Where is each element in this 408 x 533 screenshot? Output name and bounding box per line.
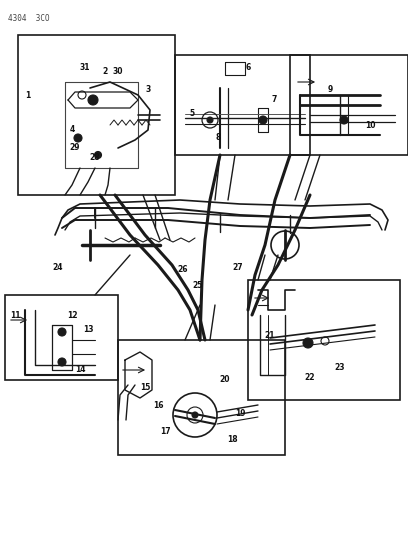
Text: 16: 16 [153,401,163,410]
Text: 19: 19 [235,408,245,417]
Text: 31: 31 [80,62,90,71]
Text: 23: 23 [335,364,345,373]
Text: 21: 21 [265,330,275,340]
Bar [175,55,310,155]
Text: 8: 8 [215,133,221,142]
Text: 11: 11 [10,311,20,319]
Text: 4304  3CO: 4304 3CO [8,14,50,23]
Bar [18,35,175,195]
Circle shape [95,151,102,158]
Circle shape [259,116,267,124]
Text: 4: 4 [69,125,75,134]
Text: 30: 30 [113,68,123,77]
Bar [5,295,118,380]
Text: 29: 29 [70,143,80,152]
Text: 2: 2 [102,68,108,77]
Text: 28: 28 [90,154,100,163]
Bar [118,340,285,455]
Text: 20: 20 [220,376,230,384]
Text: 18: 18 [227,435,237,445]
Text: 27: 27 [233,263,243,272]
Text: 14: 14 [75,366,85,375]
Circle shape [74,134,82,142]
Text: 10: 10 [365,120,375,130]
Bar [248,280,400,400]
Circle shape [58,328,66,336]
Text: 12: 12 [67,311,77,319]
Text: 3: 3 [145,85,151,94]
Text: 17: 17 [160,427,170,437]
Text: 5: 5 [189,109,195,117]
Text: 15: 15 [140,384,150,392]
Circle shape [58,358,66,366]
Text: 7: 7 [271,95,277,104]
Circle shape [192,412,198,418]
Text: 9: 9 [327,85,333,94]
Circle shape [303,338,313,348]
Text: 25: 25 [193,280,203,289]
Text: 24: 24 [53,263,63,272]
Circle shape [88,95,98,105]
Text: 6: 6 [245,63,251,72]
Text: 1: 1 [25,91,31,100]
Text: 22: 22 [305,374,315,383]
Circle shape [207,117,213,123]
Circle shape [340,116,348,124]
Bar [290,55,408,155]
Text: 13: 13 [83,326,93,335]
Text: 26: 26 [178,265,188,274]
